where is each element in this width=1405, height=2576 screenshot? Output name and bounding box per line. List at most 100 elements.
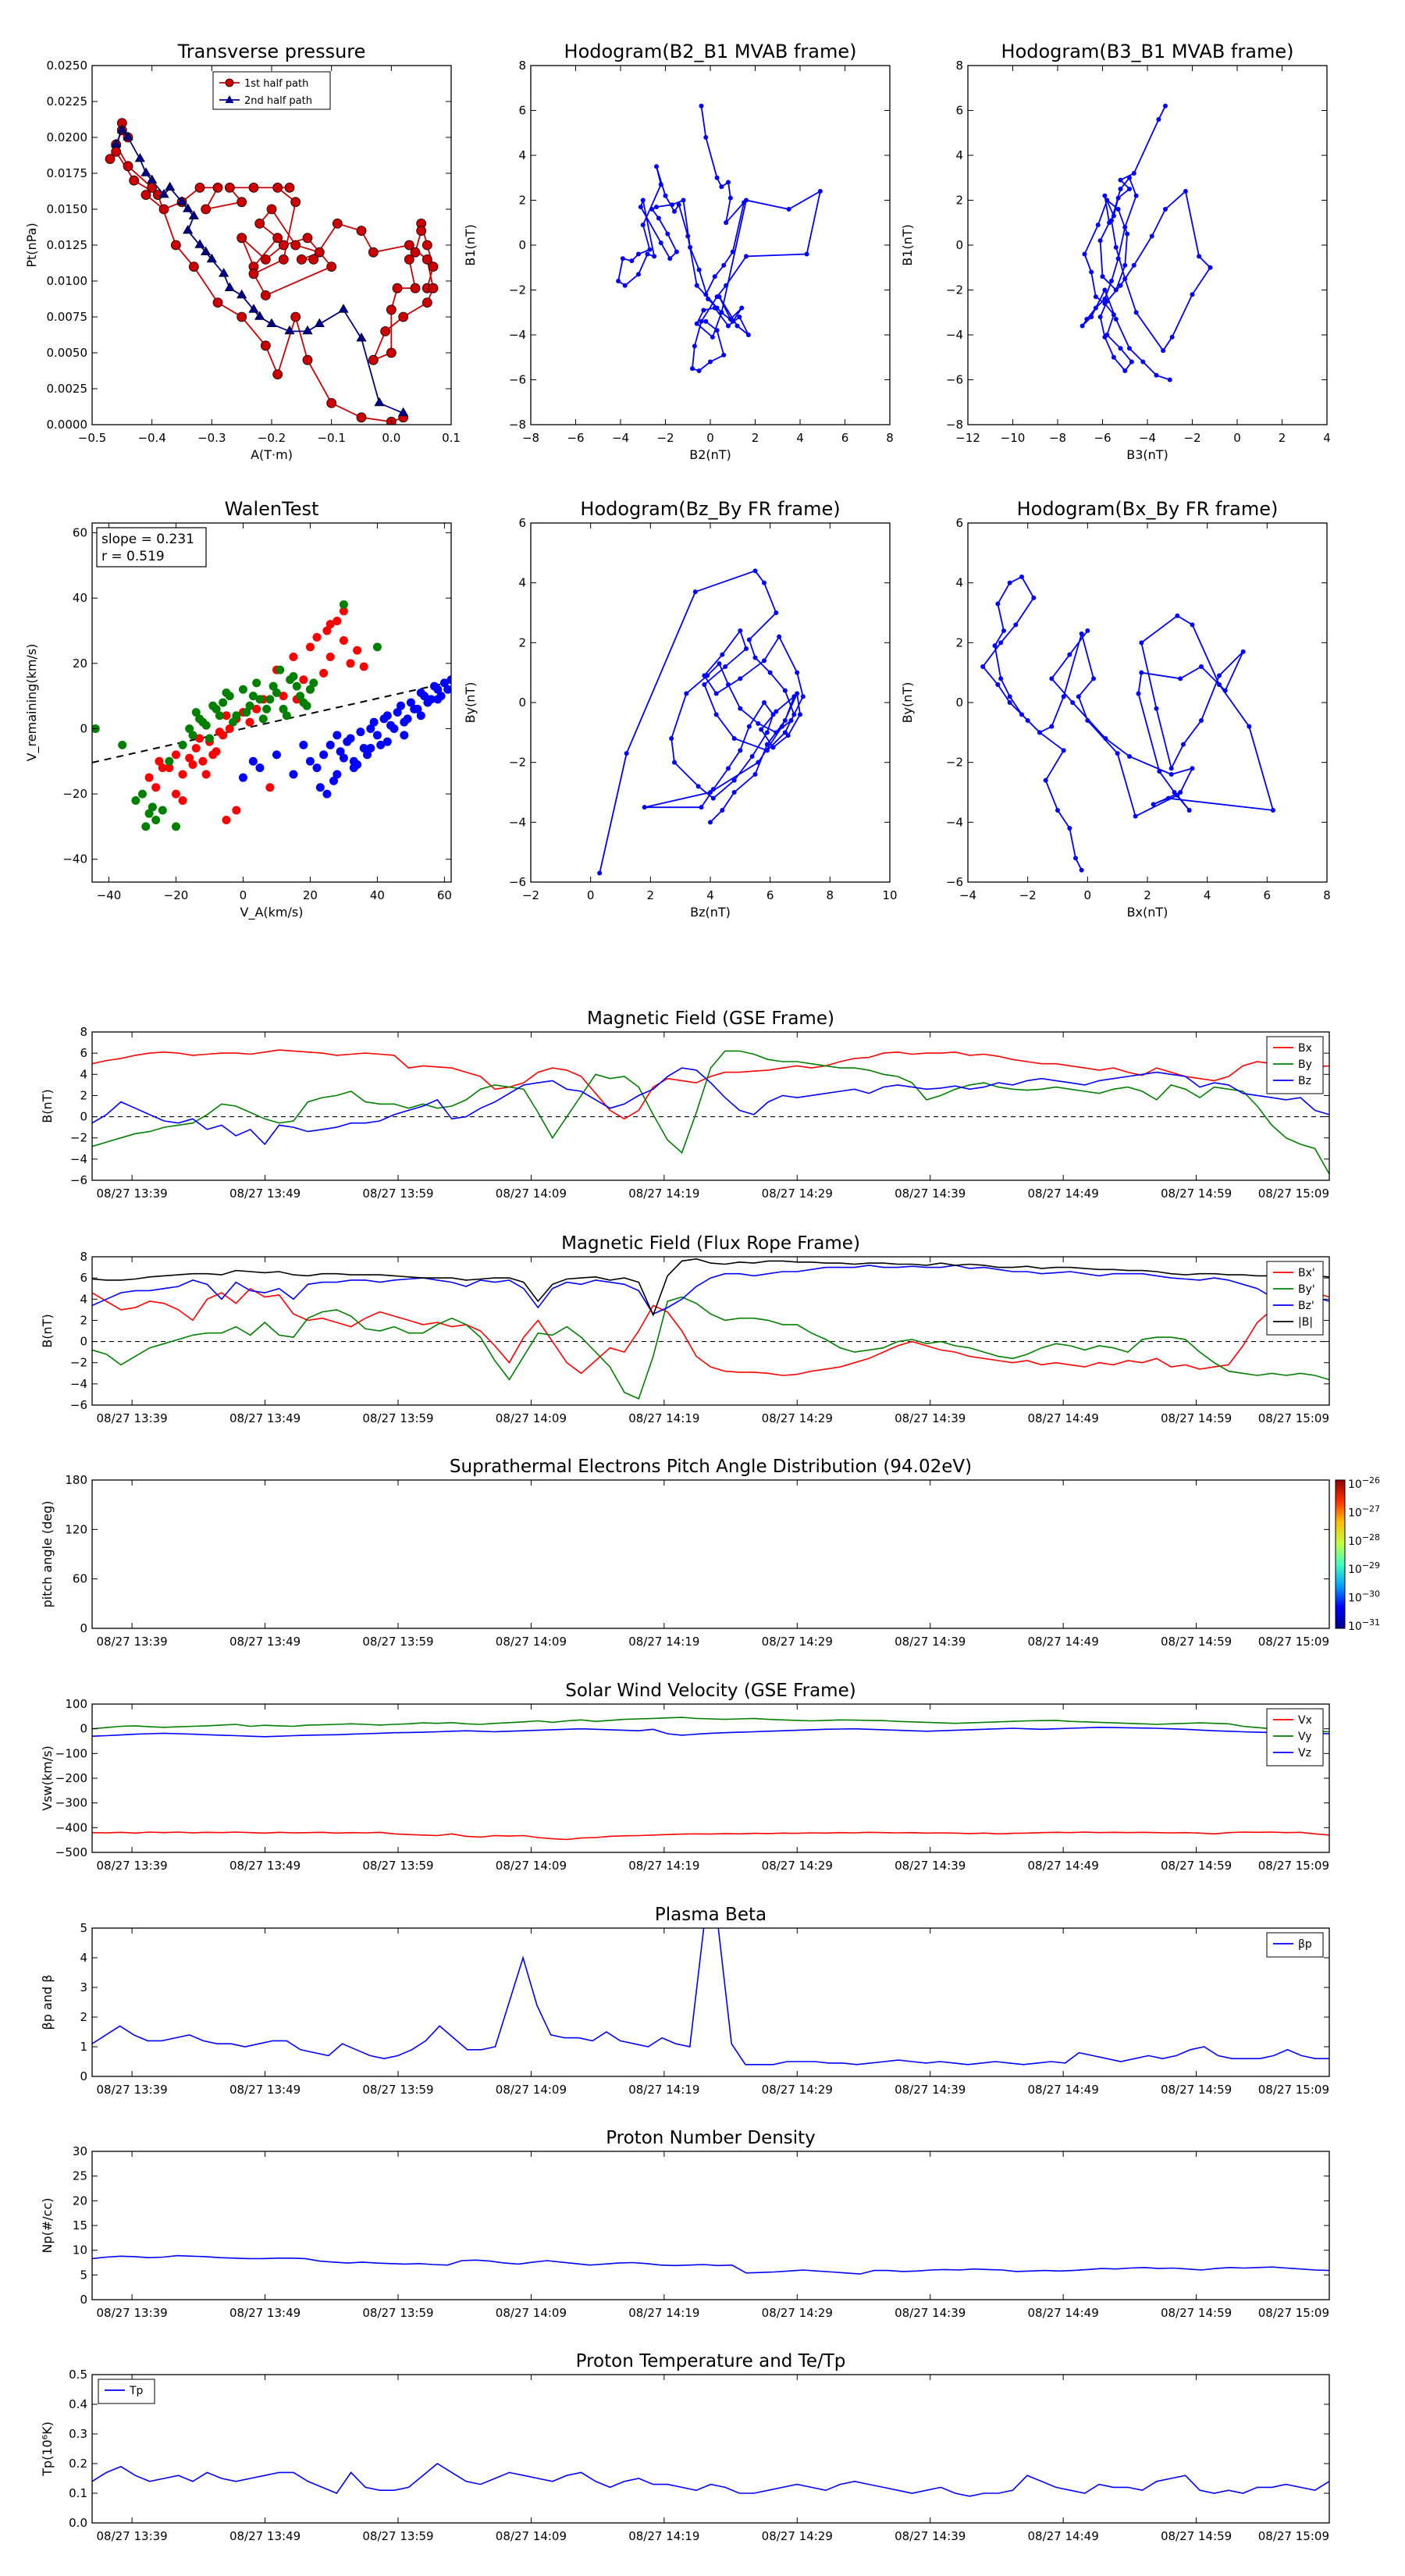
data-point xyxy=(144,773,154,782)
data-point xyxy=(158,204,169,215)
chart-density: 0 5 10 15 20 25 30 08/27 13:39 08/27 13:49 08/27 … xyxy=(40,2128,1330,2320)
data-point xyxy=(1156,117,1161,122)
data-point xyxy=(386,304,397,315)
y-tick-label: −2 xyxy=(70,1131,87,1145)
legend-label: 2nd half path xyxy=(244,95,312,107)
data-point xyxy=(992,643,998,649)
x-tick-label: 08/27 14:39 xyxy=(895,1635,966,1649)
x-tick-label: 08/27 14:09 xyxy=(496,2306,567,2320)
legend-label: By xyxy=(1298,1059,1312,1071)
data-point xyxy=(724,283,729,288)
data-point xyxy=(714,175,720,180)
data-point xyxy=(1133,193,1139,198)
data-point xyxy=(1172,790,1177,795)
data-point xyxy=(1070,700,1076,705)
data-point xyxy=(1125,231,1130,237)
data-point xyxy=(356,333,367,342)
data-point xyxy=(746,724,752,729)
data-point xyxy=(744,197,749,203)
data-point xyxy=(658,182,663,187)
data-point xyxy=(738,706,743,711)
x-tick-label: 08/27 14:59 xyxy=(1161,1635,1232,1649)
data-point xyxy=(669,736,674,741)
data-point xyxy=(343,737,352,746)
data-point xyxy=(443,685,451,694)
data-point xyxy=(262,704,272,713)
data-point xyxy=(265,695,275,704)
y-tick-label: 0 xyxy=(80,2069,87,2083)
data-point xyxy=(726,323,731,329)
chart-title: Magnetic Field (Flux Rope Frame) xyxy=(561,1233,860,1254)
data-point xyxy=(706,297,711,301)
x-tick-label: −4 xyxy=(1139,431,1156,445)
data-point xyxy=(1178,676,1183,681)
chart-hodoFRzy: −6 −4 −2 0 2 4 6 −2 0 2 4 6 8 10 Hodogram(Bz_By FR fra… xyxy=(463,498,898,920)
data-point xyxy=(1127,175,1132,180)
data-point xyxy=(260,340,271,351)
data-point xyxy=(1271,808,1275,813)
data-point xyxy=(1175,613,1180,618)
data-point xyxy=(252,704,261,713)
y-tick-label: 0.0025 xyxy=(47,382,88,396)
y-tick-label: 0 xyxy=(518,238,526,252)
x-tick-label: 08/27 14:49 xyxy=(1028,1411,1099,1425)
data-point xyxy=(1097,238,1103,244)
data-point xyxy=(165,763,174,773)
x-tick-label: 08/27 14:49 xyxy=(1028,2529,1099,2543)
data-point xyxy=(1118,177,1123,183)
data-point xyxy=(1217,682,1222,687)
x-tick-label: 08/27 15:09 xyxy=(1258,2529,1329,2543)
data-point xyxy=(248,269,259,279)
legend-label: Vx xyxy=(1298,1714,1312,1727)
plot-area xyxy=(92,1928,1329,2065)
data-point xyxy=(1133,813,1138,819)
axes-frame xyxy=(91,2374,1330,2524)
x-tick-label: 08/27 13:59 xyxy=(362,1187,433,1201)
data-point xyxy=(312,763,322,773)
x-tick-label: 08/27 14:29 xyxy=(762,2306,833,2320)
data-point xyxy=(1122,225,1128,229)
data-point xyxy=(636,272,641,277)
data-point xyxy=(696,267,702,272)
x-tick-label: 08/27 13:59 xyxy=(362,2083,433,2097)
data-point xyxy=(372,642,382,652)
data-point xyxy=(1154,372,1159,378)
data-point xyxy=(222,711,231,720)
data-point xyxy=(723,664,728,669)
data-point xyxy=(254,218,265,229)
data-point xyxy=(359,744,368,753)
data-point xyxy=(770,745,776,750)
data-point xyxy=(1093,305,1098,311)
data-point xyxy=(1084,316,1090,322)
x-tick-label: 0.0 xyxy=(382,431,400,445)
x-tick-label: 08/27 15:09 xyxy=(1258,1859,1329,1873)
x-tick-label: 08/27 14:49 xyxy=(1028,1187,1099,1201)
chart-pad: 10−26 10−27 10−28 10−29 10−30 10−31 0 60 120 180 0… xyxy=(40,1457,1380,1649)
data-point xyxy=(282,711,291,720)
x-tick-label: 08/27 13:39 xyxy=(97,2083,168,2097)
data-point xyxy=(382,711,392,720)
data-point xyxy=(416,711,425,720)
x-tick-label: 08/27 14:49 xyxy=(1028,1859,1099,1873)
data-point xyxy=(764,748,770,753)
colorbar-tick-label: 10−30 xyxy=(1348,1589,1380,1605)
data-point xyxy=(1109,279,1114,283)
y-tick-label: −6 xyxy=(946,875,963,889)
x-tick-label: 0 xyxy=(1233,431,1241,445)
y-tick-label: 0 xyxy=(955,696,963,710)
data-point xyxy=(710,795,716,801)
data-point xyxy=(652,254,657,259)
x-tick-label: 08/27 14:39 xyxy=(895,2529,966,2543)
data-point xyxy=(325,652,335,661)
series-line-0 xyxy=(92,1928,1329,2065)
data-point xyxy=(349,763,358,773)
data-point xyxy=(1197,254,1202,259)
chart-title: Plasma Beta xyxy=(655,1905,767,1925)
plot-area xyxy=(597,568,806,876)
data-point xyxy=(681,197,686,203)
x-tick-label: −8 xyxy=(1049,431,1066,445)
data-point xyxy=(1111,312,1116,318)
data-point xyxy=(325,740,335,749)
data-point xyxy=(1100,274,1105,279)
x-tick-label: 2 xyxy=(1279,431,1286,445)
